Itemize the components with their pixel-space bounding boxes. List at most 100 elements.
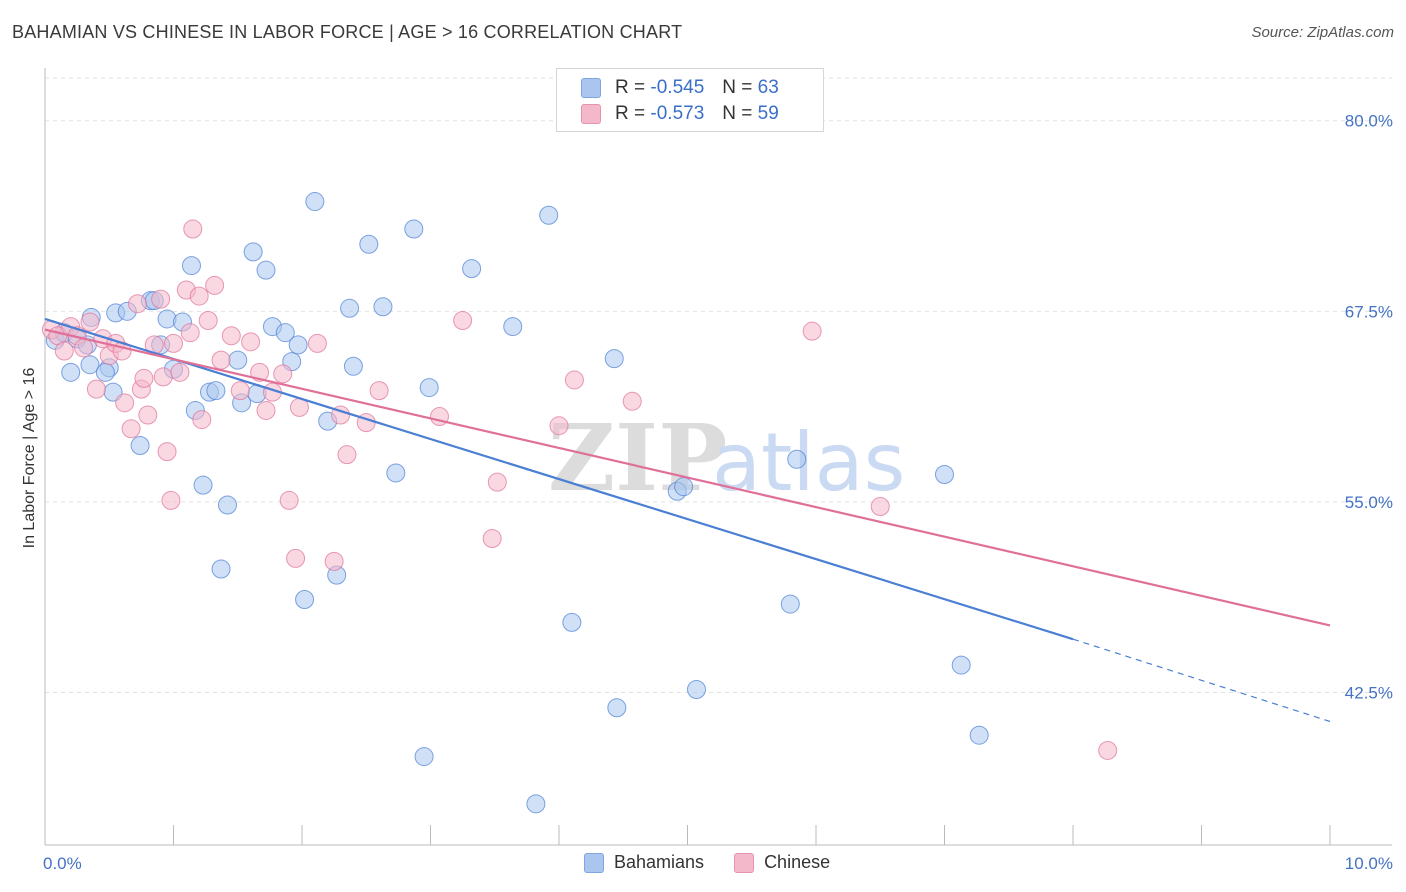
data-point-bahamians: [787, 449, 807, 469]
data-point-chinese: [192, 410, 212, 430]
stats-legend: R = -0.545 N = 63 R = -0.573 N = 59: [556, 68, 824, 132]
data-point-chinese: [74, 338, 94, 358]
data-point-bahamians: [359, 234, 379, 254]
data-point-chinese: [256, 400, 276, 420]
data-point-chinese: [138, 405, 158, 425]
data-point-chinese: [1098, 740, 1118, 760]
data-point-chinese: [241, 332, 261, 352]
data-point-chinese: [151, 289, 171, 309]
y-tick-label: 55.0%: [1345, 493, 1393, 512]
y-tick-label: 42.5%: [1345, 684, 1393, 703]
data-point-chinese: [161, 490, 181, 510]
data-point-chinese: [157, 442, 177, 462]
data-point-bahamians: [211, 559, 231, 579]
data-point-bahamians: [217, 495, 237, 515]
data-point-chinese: [170, 362, 190, 382]
y-axis-label: In Labor Force | Age > 16: [21, 368, 38, 549]
series-chinese: [41, 219, 1118, 760]
data-point-bahamians: [340, 298, 360, 318]
data-point-chinese: [482, 529, 502, 549]
data-point-chinese: [164, 333, 183, 353]
data-point-chinese: [221, 326, 241, 346]
x-tick-label: 0.0%: [43, 854, 82, 873]
data-point-chinese: [870, 497, 890, 517]
data-point-chinese: [183, 219, 203, 239]
data-point-chinese: [250, 362, 270, 382]
data-point-bahamians: [462, 259, 482, 279]
data-point-chinese: [205, 275, 225, 295]
data-point-chinese: [453, 310, 473, 330]
axes: [44, 68, 1392, 846]
legend-swatch-chinese: [734, 852, 755, 873]
data-point-chinese: [189, 286, 209, 306]
legend-n-value: 63: [757, 77, 779, 98]
legend-r-value: -0.545: [650, 77, 705, 98]
data-point-bahamians: [206, 381, 226, 401]
legend-swatch-bahamians: [581, 78, 601, 98]
data-point-bahamians: [503, 317, 523, 337]
data-point-bahamians: [61, 362, 81, 382]
watermark-zip: ZIP: [548, 404, 727, 512]
data-point-bahamians: [373, 297, 393, 317]
data-point-chinese: [324, 551, 344, 571]
data-point-bahamians: [935, 464, 954, 484]
data-point-bahamians: [951, 655, 971, 675]
data-point-chinese: [622, 391, 642, 411]
legend-n-value: 59: [757, 103, 779, 124]
data-point-bahamians: [607, 698, 627, 718]
data-point-bahamians: [157, 309, 177, 329]
data-point-bahamians: [228, 350, 248, 370]
data-point-chinese: [115, 393, 135, 413]
data-point-chinese: [273, 364, 293, 384]
data-point-bahamians: [343, 356, 363, 376]
data-point-chinese: [211, 350, 231, 370]
data-point-bahamians: [295, 590, 315, 610]
data-point-chinese: [230, 381, 250, 401]
data-point-bahamians: [419, 378, 439, 398]
legend-label-bahamians: Bahamians: [614, 852, 705, 872]
legend-row-bahamians: R = -0.545 N = 63: [581, 76, 779, 100]
trend-lines: [44, 317, 1331, 723]
data-point-bahamians: [80, 355, 100, 375]
series-legend: Bahamians Chinese: [584, 852, 860, 873]
data-point-bahamians: [404, 219, 424, 239]
data-point-bahamians: [526, 794, 546, 814]
data-point-chinese: [180, 323, 200, 343]
data-point-chinese: [121, 419, 141, 439]
data-point-bahamians: [243, 242, 263, 262]
data-point-chinese: [279, 490, 299, 510]
data-point-bahamians: [562, 612, 582, 632]
legend-n-label: N =: [722, 77, 753, 98]
data-point-bahamians: [275, 323, 295, 343]
x-tick-label: 10.0%: [1345, 854, 1393, 873]
data-point-chinese: [802, 321, 822, 341]
data-point-bahamians: [193, 475, 213, 495]
data-point-chinese: [86, 379, 106, 399]
legend-n-label: N =: [722, 103, 753, 124]
data-point-chinese: [549, 416, 569, 436]
data-point-chinese: [564, 370, 584, 390]
data-point-chinese: [337, 445, 357, 465]
data-point-chinese: [369, 381, 389, 401]
trend-line-chinese: [44, 328, 1331, 627]
data-point-chinese: [134, 368, 154, 388]
data-point-bahamians: [539, 205, 559, 225]
data-point-chinese: [307, 333, 327, 353]
data-point-bahamians: [130, 436, 150, 456]
data-point-chinese: [198, 310, 218, 330]
data-point-chinese: [54, 341, 74, 361]
y-tick-label: 80.0%: [1345, 112, 1393, 131]
legend-label-chinese: Chinese: [764, 852, 831, 872]
watermark-atlas: atlas: [712, 416, 905, 509]
legend-item-bahamians: Bahamians: [584, 852, 704, 873]
legend-r-value: -0.573: [650, 103, 705, 124]
data-point-bahamians: [95, 362, 115, 382]
data-point-bahamians: [386, 463, 406, 483]
data-point-bahamians: [288, 335, 308, 355]
data-point-chinese: [153, 367, 173, 387]
data-point-chinese: [286, 548, 306, 568]
trend-line-bahamians: [44, 317, 1074, 641]
data-point-bahamians: [969, 725, 989, 745]
data-point-bahamians: [686, 679, 706, 699]
